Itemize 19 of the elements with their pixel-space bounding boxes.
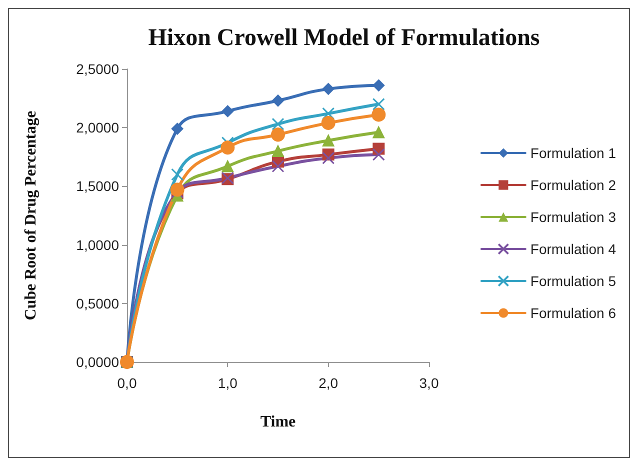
- x-tick-label: 2,0: [318, 375, 338, 391]
- y-tick-label: 1,0000: [76, 236, 120, 253]
- x-tick-label: 0,0: [117, 375, 137, 391]
- y-tick-label: 2,0000: [76, 120, 120, 136]
- legend-label: Formulation 5: [530, 273, 616, 289]
- y-tick-label: 2,5000: [76, 61, 120, 77]
- legend-label: Formulation 1: [530, 145, 616, 161]
- y-tick-label: 0,5000: [76, 295, 120, 312]
- y-axis-title: Cube Root of Drug Percentage: [22, 110, 40, 320]
- legend-label: Formulation 6: [530, 305, 616, 321]
- y-tick-label: 0,0000: [76, 354, 120, 370]
- legend-label: Formulation 3: [530, 209, 616, 225]
- chart-title: Hixon Crowell Model of Formulations: [148, 25, 540, 51]
- x-tick-label: 3,0: [419, 375, 439, 391]
- legend-label: Formulation 4: [530, 241, 616, 257]
- x-tick-label: 1,0: [218, 375, 238, 391]
- x-axis-title: Time: [260, 414, 296, 430]
- legend-label: Formulation 2: [530, 177, 616, 193]
- y-tick-label: 1,5000: [76, 178, 120, 194]
